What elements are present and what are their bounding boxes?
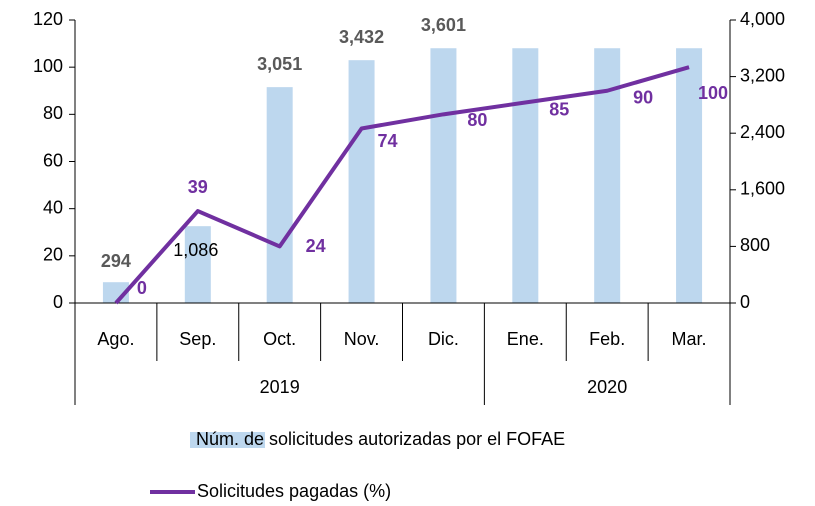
legend-label: Solicitudes pagadas (%) (197, 481, 391, 501)
line-value-label: 39 (188, 177, 208, 197)
x-tick-label: Mar. (672, 329, 707, 349)
line-value-label: 24 (306, 236, 326, 256)
bar (348, 60, 375, 303)
x-tick-label: Feb. (589, 329, 625, 349)
bar-value-label: 3,432 (339, 27, 384, 47)
bar-value-label: 3,601 (421, 15, 466, 35)
x-tick-label: Ene. (507, 329, 544, 349)
group-label: 2020 (587, 377, 627, 397)
x-tick-label: Dic. (428, 329, 459, 349)
line-value-label: 0 (137, 278, 147, 298)
x-tick-label: Sep. (179, 329, 216, 349)
bar (184, 226, 211, 303)
y-tick-label: 0 (53, 292, 63, 312)
legend-label: Núm. de solicitudes autorizadas por el F… (196, 429, 565, 449)
y2-tick-label: 1,600 (740, 179, 785, 199)
y2-tick-label: 3,200 (740, 65, 785, 85)
y-tick-label: 60 (43, 150, 63, 170)
line-value-label: 80 (467, 110, 487, 130)
y2-tick-label: 800 (740, 235, 770, 255)
group-label: 2019 (260, 377, 300, 397)
y-tick-label: 40 (43, 197, 63, 217)
y2-tick-label: 2,400 (740, 122, 785, 142)
x-tick-label: Ago. (97, 329, 134, 349)
line-value-label: 74 (378, 131, 398, 151)
y-tick-label: 100 (33, 56, 63, 76)
bar-value-label: 3,051 (257, 54, 302, 74)
bar (512, 48, 539, 304)
bar-value-label: 1,086 (173, 240, 218, 260)
y-tick-label: 120 (33, 9, 63, 29)
bar-value-label: 294 (101, 251, 131, 271)
line-value-label: 85 (549, 99, 569, 119)
x-tick-label: Oct. (263, 329, 296, 349)
line-value-label: 90 (633, 88, 653, 108)
x-tick-label: Nov. (344, 329, 380, 349)
line (114, 65, 690, 305)
y2-tick-label: 4,000 (740, 9, 785, 29)
y2-tick-label: 0 (740, 292, 750, 312)
bar (430, 48, 457, 304)
bar (266, 87, 293, 303)
y-tick-label: 80 (43, 103, 63, 123)
bar (676, 48, 703, 304)
line-value-label: 100 (698, 83, 728, 103)
y-tick-label: 20 (43, 245, 63, 265)
legend-swatch (190, 432, 265, 448)
